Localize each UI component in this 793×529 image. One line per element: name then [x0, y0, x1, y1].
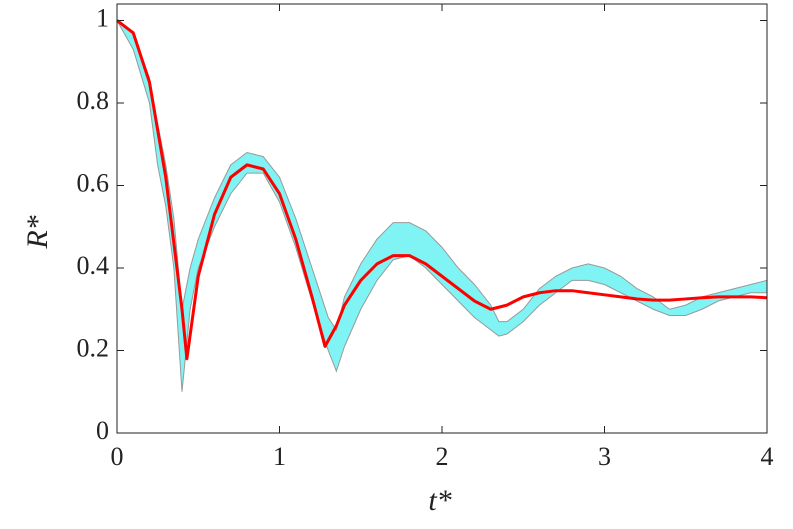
x-axis-label: t* — [428, 484, 451, 517]
y-tick-label: 1 — [96, 3, 109, 32]
y-axis-label: R* — [21, 215, 54, 249]
x-tick-label: 4 — [761, 442, 774, 471]
band-edge — [116, 20, 768, 332]
x-tick-label: 3 — [598, 442, 611, 471]
band-segment — [506, 308, 524, 335]
y-tick-label: 0.2 — [77, 333, 110, 362]
line — [116, 19, 768, 361]
y-tick-label: 0.8 — [77, 86, 110, 115]
y-tick-label: 0 — [96, 416, 109, 445]
x-tick-label: 0 — [111, 442, 124, 471]
x-tick-label: 1 — [273, 442, 286, 471]
band-edge — [116, 20, 767, 392]
y-tick-label: 0.4 — [77, 251, 110, 280]
band-segment — [344, 263, 362, 347]
band-segment — [457, 267, 475, 319]
x-tick-label: 2 — [436, 442, 449, 471]
y-tick-label: 0.6 — [77, 168, 110, 197]
